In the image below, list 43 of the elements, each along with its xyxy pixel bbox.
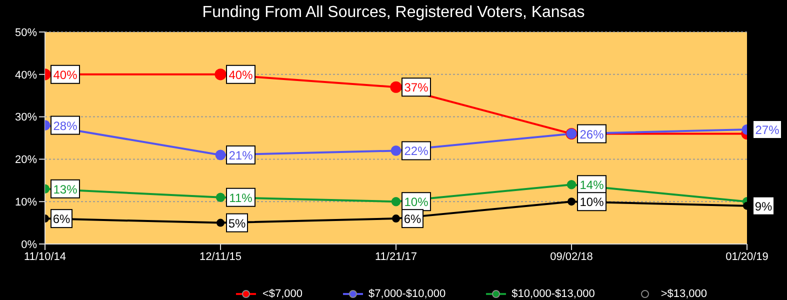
point <box>390 81 402 93</box>
y-tick-label: 10% <box>14 196 38 209</box>
y-tick-label: 20% <box>14 154 38 166</box>
point <box>214 68 226 80</box>
data-label: 26% <box>580 127 604 142</box>
y-tick-label: 40% <box>14 69 38 82</box>
data-label: 13% <box>53 182 78 196</box>
data-label: 21% <box>228 148 254 162</box>
data-label: 28% <box>53 118 78 133</box>
data-label: 40% <box>53 68 78 82</box>
point <box>215 150 226 160</box>
point <box>216 218 224 227</box>
point <box>216 192 226 202</box>
legend-label: $7,000-$10,000 <box>368 288 446 300</box>
point <box>566 180 576 190</box>
point <box>392 214 400 223</box>
data-label: 27% <box>755 123 780 138</box>
x-tick-label: 01/20/19 <box>726 250 768 263</box>
data-label: 11% <box>229 190 253 205</box>
legend-label: >$13,000 <box>660 288 707 300</box>
legend-label: <$7,000 <box>261 288 303 300</box>
data-label: 6% <box>404 212 422 226</box>
data-label: 5% <box>228 216 246 230</box>
data-label: 14% <box>580 178 604 192</box>
point <box>391 197 401 206</box>
legend-label: $10,000-$13,000 <box>510 288 595 300</box>
data-label: 10% <box>580 195 604 210</box>
chart-title: Funding From All Sources, Registered Voters, Kansas <box>201 3 586 22</box>
y-tick-label: 0% <box>21 238 38 251</box>
y-tick-label: 30% <box>14 112 38 124</box>
data-label: 40% <box>228 68 254 82</box>
y-tick-label: 50% <box>14 26 38 39</box>
x-tick-label: 11/10/14 <box>24 250 66 263</box>
x-tick-label: 09/02/18 <box>550 250 593 263</box>
data-label: 22% <box>404 144 429 158</box>
point <box>568 198 576 206</box>
data-label: 37% <box>404 80 429 95</box>
point <box>390 146 402 156</box>
x-tick-label: 12/11/15 <box>199 250 242 263</box>
data-label: 6% <box>52 212 70 226</box>
data-label: 9% <box>754 199 772 214</box>
x-tick-label: 11/21/17 <box>374 250 418 263</box>
data-label: 10% <box>404 195 429 210</box>
